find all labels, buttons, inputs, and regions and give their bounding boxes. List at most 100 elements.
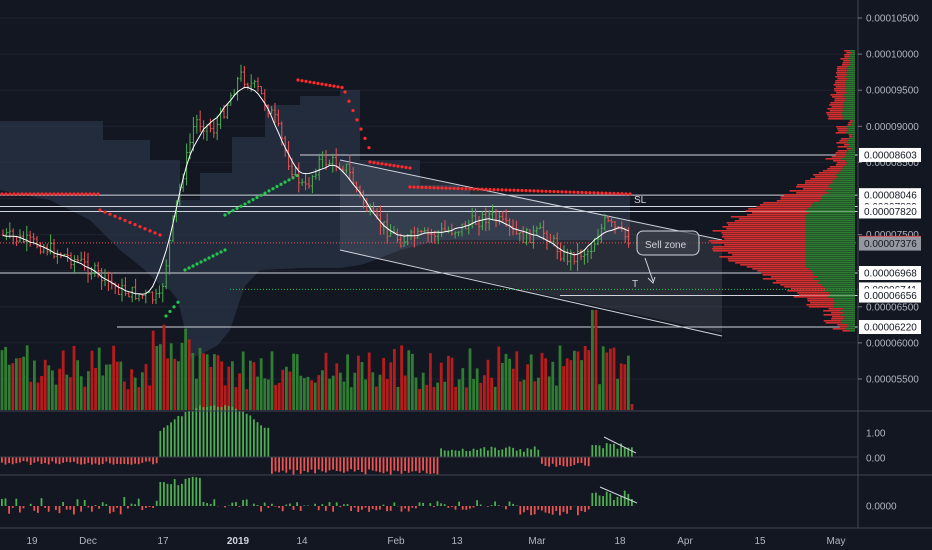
- ind1-bar: [141, 457, 144, 463]
- ind1-bar: [339, 457, 342, 472]
- ind1-bar: [307, 457, 309, 473]
- ind2-bar: [346, 504, 349, 506]
- ind1-bar: [76, 457, 79, 464]
- volume-bar: [529, 354, 533, 410]
- volume-bar: [346, 354, 349, 410]
- sar-dot: [367, 146, 371, 150]
- volume-bar: [87, 371, 90, 410]
- ind2-bar: [159, 481, 162, 506]
- sar-dot: [408, 185, 412, 189]
- ind2-bar: [487, 506, 489, 507]
- volume-bar: [65, 374, 69, 410]
- profile-bar-buy: [846, 126, 855, 128]
- profile-bar-buy: [845, 98, 855, 100]
- volume-bar: [4, 346, 7, 410]
- profile-bar-sell: [752, 268, 809, 270]
- volume-bar: [321, 370, 324, 410]
- profile-bar-sell: [748, 208, 807, 210]
- ind1-bar: [541, 457, 543, 464]
- price-tick-label: 0.00009500: [866, 86, 919, 97]
- pane-separators: [0, 0, 932, 529]
- volume-bar: [303, 377, 306, 410]
- volume-bar: [213, 354, 216, 410]
- sar-dot: [604, 191, 608, 195]
- ind2-bar: [339, 506, 342, 508]
- profile-bar-buy: [828, 184, 855, 186]
- profile-bar-sell: [762, 278, 814, 280]
- profile-bar-sell: [780, 284, 822, 286]
- ind1-bar: [361, 457, 363, 473]
- time-axis[interactable]: 19 Dec 17 2019 14 Feb 13 Mar 18 Apr 15 May: [26, 536, 845, 547]
- profile-bar-buy: [843, 166, 855, 168]
- ind1-bar: [436, 457, 439, 475]
- ind1-bar: [613, 443, 615, 457]
- ind2-bar: [206, 503, 208, 506]
- volume-bar: [22, 356, 25, 410]
- ind2-bar: [523, 506, 525, 513]
- profile-bar-buy: [812, 272, 855, 274]
- ind1-bar: [523, 451, 525, 457]
- ind2-bar: [137, 498, 140, 506]
- sar-dot: [412, 185, 416, 189]
- profile-bar-buy: [844, 312, 855, 314]
- ind2-bar: [598, 495, 601, 506]
- profile-bar-buy: [848, 58, 855, 60]
- ind1-bar: [15, 457, 18, 464]
- ind1-divergence-line: [603, 436, 637, 454]
- profile-bar-sell: [827, 168, 843, 170]
- profile-bar-sell: [712, 250, 805, 252]
- ind1-bar: [87, 457, 90, 463]
- cloud-area: [0, 90, 630, 358]
- profile-bar-sell: [844, 144, 851, 146]
- ind2-bar: [332, 506, 334, 512]
- volume-bar: [537, 377, 540, 410]
- ind1-bar: [148, 457, 151, 462]
- sar-dot: [219, 250, 223, 254]
- profile-bar-buy: [846, 132, 855, 134]
- profile-bar-sell: [833, 88, 846, 90]
- sar-dot: [416, 185, 420, 189]
- profile-bar-buy: [805, 228, 855, 230]
- ind1-bar: [184, 411, 187, 457]
- ind2-bar: [490, 505, 493, 506]
- sar-dot: [259, 193, 263, 197]
- sar-dot: [263, 191, 267, 195]
- ind2-bar: [350, 506, 352, 512]
- ind2-bar: [19, 506, 21, 513]
- ind2-bar: [55, 506, 57, 510]
- volume-bar: [249, 360, 252, 410]
- volume-bar: [123, 381, 126, 410]
- profile-bar-sell: [727, 252, 805, 254]
- volume-bar: [371, 372, 375, 410]
- ind1-bar: [562, 457, 565, 467]
- volume-bar: [187, 339, 191, 410]
- ind2-bar: [130, 503, 133, 506]
- profile-bar-buy: [818, 282, 855, 284]
- profile-bar-buy: [852, 134, 855, 136]
- ind1-bar: [346, 457, 349, 472]
- volume-bar: [353, 372, 357, 410]
- sar-dot: [560, 190, 564, 194]
- sar-dot: [536, 189, 540, 193]
- ind2-bar: [389, 506, 392, 511]
- volume-bar: [310, 380, 313, 410]
- ind1-bar: [494, 447, 496, 457]
- profile-bar-sell: [842, 62, 850, 64]
- sar-dot: [316, 81, 320, 86]
- profile-bar-sell: [825, 322, 842, 324]
- profile-bar-buy: [805, 256, 855, 258]
- volume-bar: [385, 379, 389, 410]
- volume-bar: [256, 376, 259, 410]
- profile-bar-buy: [805, 224, 855, 226]
- ind2-bar: [379, 506, 381, 510]
- ind1-bar: [566, 457, 568, 467]
- ind1-bar: [98, 457, 100, 465]
- volume-bar: [299, 375, 303, 410]
- volume-bar: [375, 386, 378, 410]
- volume-bar: [609, 348, 612, 410]
- volume-bar: [166, 358, 169, 410]
- sar-dot: [0, 192, 4, 196]
- sar-dot: [460, 187, 464, 191]
- volume-bar: [457, 379, 461, 410]
